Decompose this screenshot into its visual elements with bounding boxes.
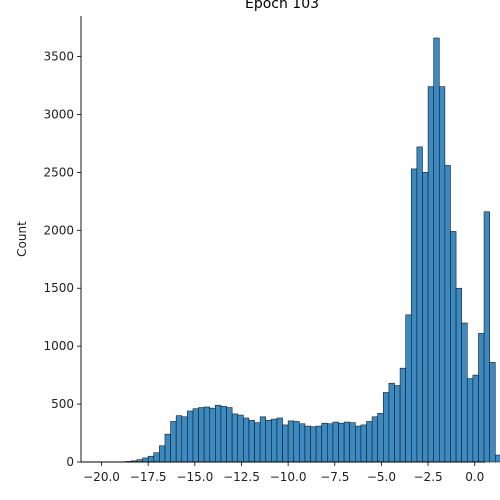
y-tick-label: 2500 [43,165,74,179]
histogram-bar [159,445,166,463]
histogram-bar [181,416,188,463]
histogram-bar [338,422,345,463]
histogram-bar [187,410,194,463]
histogram-bar [410,168,418,463]
histogram-bar [310,426,317,463]
histogram-bar [282,424,289,463]
histogram-bar [355,425,362,463]
histogram-bar [422,172,429,463]
histogram-bar [170,421,177,463]
x-tick-label: 0.0 [465,470,484,484]
histogram-bar [259,416,267,463]
histogram-bar [304,425,311,463]
histogram-bar [271,418,278,463]
histogram-bar [371,416,379,463]
histogram-bar [416,146,423,463]
histogram-bar [377,413,384,463]
histogram-bars [119,37,500,463]
histogram-bar [248,419,255,463]
histogram-bar [192,408,199,463]
histogram-bar [444,165,451,463]
histogram-bar [327,423,334,463]
histogram-bar [489,362,496,463]
x-tick-label: −15.0 [176,470,213,484]
x-tick-label: −7.5 [320,470,349,484]
histogram-bar [175,415,183,463]
histogram-bar [164,433,171,463]
histogram-bar [388,382,395,463]
histogram-bar [265,419,272,463]
y-tick-label: 500 [51,397,74,411]
histogram-bar [466,378,474,463]
histogram-bar [209,407,216,463]
y-tick-label: 1500 [43,281,74,295]
histogram-bar [276,417,283,463]
y-axis-label: Count [15,221,29,257]
histogram-bar [343,421,351,463]
histogram-bar [321,422,328,463]
y-tick-label: 3000 [43,107,74,121]
histogram-bar [299,423,306,463]
histogram-bar [215,404,222,463]
histogram-bar [438,86,446,463]
x-tick-label: −2.5 [414,470,443,484]
y-axis-ticks: 0 500 1000 1500 2000 2500 3000 3500 [43,50,81,469]
histogram-bar [461,322,468,463]
histogram-bar [203,406,211,463]
histogram-bar [349,422,356,463]
x-tick-label: −12.5 [223,470,260,484]
histogram-bar [332,421,339,463]
histogram-bar [287,420,295,463]
x-axis-ticks: −20.0 −17.5 −15.0 −12.5 −10.0 −7.5 −5.0 −2.5 0.0 [83,462,484,484]
y-tick-label: 2000 [43,223,74,237]
histogram-bar [237,414,244,463]
chart-title: Epoch 103 [245,0,319,12]
histogram-bar [427,86,434,463]
histogram-bar [231,413,239,463]
histogram-bar [450,231,457,463]
x-tick-label: −17.5 [130,470,167,484]
histogram-bar [433,37,440,463]
y-tick-label: 0 [66,455,74,469]
histogram-bar [383,392,390,463]
histogram-bar [394,385,401,463]
histogram-bar [315,425,323,463]
histogram-bar [254,422,261,463]
y-tick-label: 3500 [43,50,74,64]
histogram-bar [399,367,406,463]
histogram-bar [293,421,300,463]
histogram-bar [405,314,412,463]
histogram-bar [483,211,490,463]
histogram-bar [220,406,227,463]
histogram-bar [198,407,205,463]
histogram-bar [142,457,149,463]
y-tick-label: 1000 [43,339,74,353]
histogram-bar [472,374,479,463]
x-tick-label: −5.0 [367,470,396,484]
histogram-bar [478,333,485,463]
x-tick-label: −20.0 [83,470,120,484]
histogram-bar [360,424,367,463]
histogram-bar [494,454,500,463]
histogram-bar [226,407,233,463]
histogram-bar [153,452,160,463]
histogram-bar [455,287,462,463]
histogram-bar [243,417,250,463]
histogram-bar [366,421,373,463]
x-tick-label: −10.0 [270,470,307,484]
histogram-bar [147,455,155,463]
